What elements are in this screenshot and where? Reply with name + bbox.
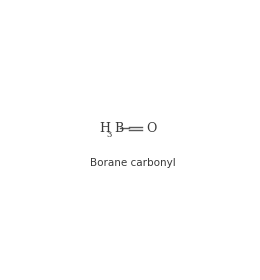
Text: O: O [146, 122, 157, 135]
Text: B: B [114, 122, 123, 135]
Text: H: H [99, 122, 110, 135]
Text: Borane carbonyl: Borane carbonyl [90, 158, 176, 168]
Text: 3: 3 [106, 130, 112, 139]
